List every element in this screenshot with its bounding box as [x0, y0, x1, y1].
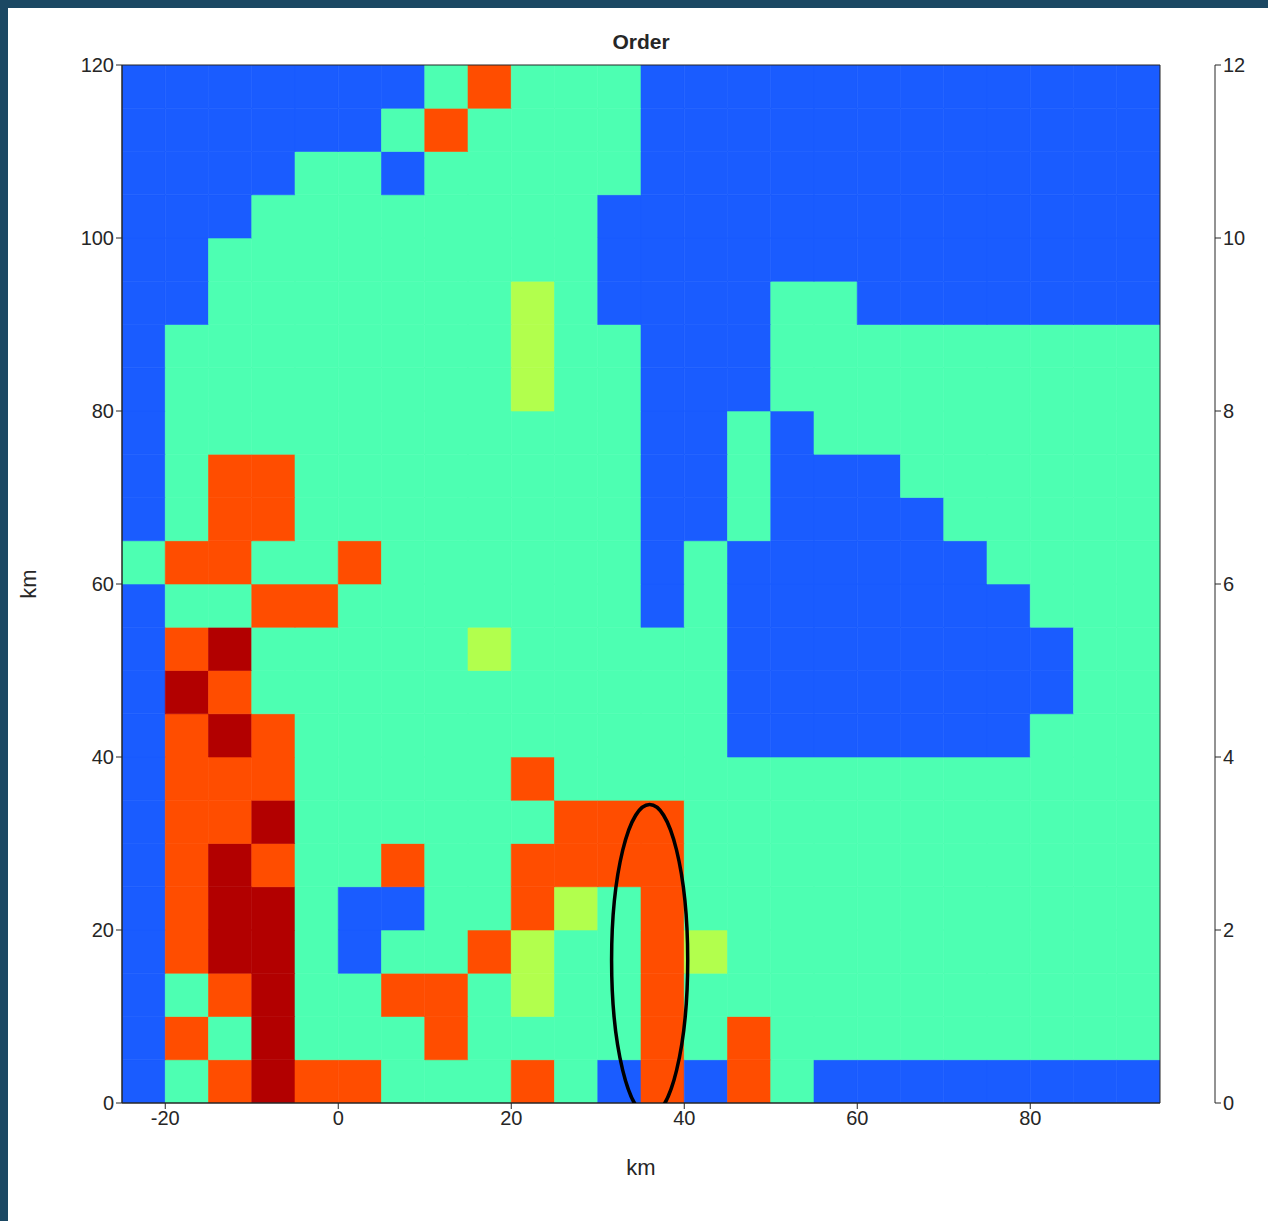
svg-text:6: 6: [1223, 573, 1234, 595]
svg-text:12: 12: [1223, 54, 1245, 76]
svg-text:20: 20: [92, 919, 114, 941]
svg-text:0: 0: [1223, 1092, 1234, 1114]
svg-text:2: 2: [1223, 919, 1234, 941]
html-text:Order: Order: [612, 30, 670, 53]
svg-text:10: 10: [1223, 227, 1245, 249]
svg-text:60: 60: [846, 1107, 868, 1129]
svg-text:60: 60: [92, 573, 114, 595]
svg-text:-20: -20: [151, 1107, 180, 1129]
svg-text:0: 0: [333, 1107, 344, 1129]
svg-text:120: 120: [81, 54, 114, 76]
svg-text:20: 20: [500, 1107, 522, 1129]
svg-text:4: 4: [1223, 746, 1234, 768]
svg-text:8: 8: [1223, 400, 1234, 422]
svg-text:km: km: [16, 569, 41, 598]
svg-text:40: 40: [673, 1107, 695, 1129]
svg-text:0: 0: [103, 1092, 114, 1114]
svg-text:80: 80: [1019, 1107, 1041, 1129]
svg-text:80: 80: [92, 400, 114, 422]
svg-text:100: 100: [81, 227, 114, 249]
svg-text:40: 40: [92, 746, 114, 768]
svg-text:km: km: [626, 1155, 655, 1180]
